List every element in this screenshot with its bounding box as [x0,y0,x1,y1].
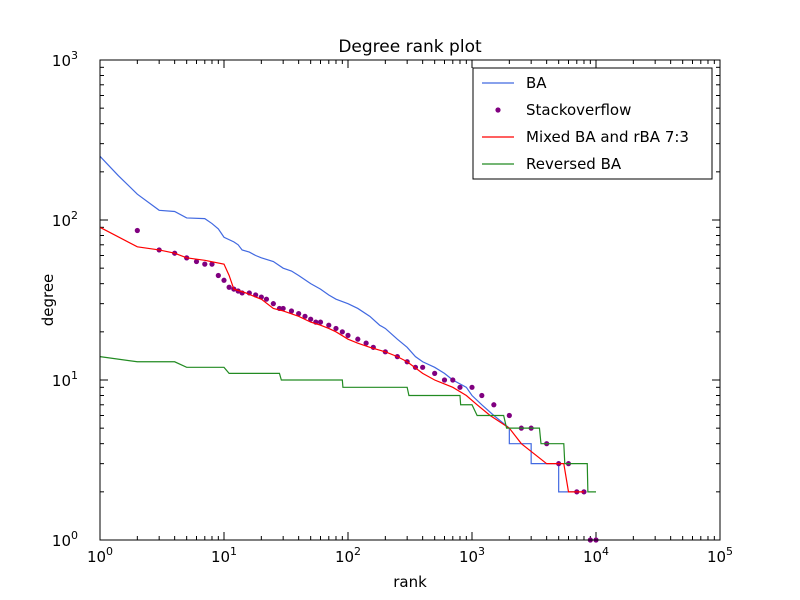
x-tick-label: 104 [583,545,609,566]
data-point-stackoverflow [420,364,426,370]
x-tick-label: 100 [87,545,113,566]
data-point-stackoverflow [491,402,497,408]
data-point-stackoverflow [345,332,351,338]
x-tick-label: 103 [459,545,485,566]
data-point-stackoverflow [469,384,475,390]
data-point-stackoverflow [302,313,308,319]
data-point-stackoverflow [317,319,324,325]
chart-title: Degree rank plot [338,37,482,57]
series-line-reversed-ba [99,356,596,493]
data-point-stackoverflow [432,370,438,376]
x-tick-label: 105 [707,545,733,566]
data-point-stackoverflow [450,377,456,383]
legend-label-ba: BA [526,74,547,92]
data-point-stackoverflow [193,258,200,265]
y-tick-label: 100 [52,529,78,550]
data-point-stackoverflow [355,336,361,342]
data-point-stackoverflow [215,272,221,279]
data-point-stackoverflow [280,305,286,312]
y-tick-label: 102 [52,209,78,230]
data-point-stackoverflow [308,316,314,322]
data-point-stackoverflow [270,301,276,307]
data-point-stackoverflow [288,308,295,314]
legend-swatch-stackoverflow [495,107,501,113]
data-point-stackoverflow [296,311,302,317]
data-point-stackoverflow [226,284,232,290]
legend-label-reversed-ba: Reversed BA [526,155,622,173]
data-point-stackoverflow [441,377,448,383]
data-point-stackoverflow [263,296,270,302]
x-tick-label: 102 [335,545,361,566]
y-axis-label: degree [39,274,57,327]
legend-box [472,67,713,180]
x-axis-label: rank [393,573,427,591]
data-point-stackoverflow [506,412,512,419]
plot-series [99,155,599,543]
data-point-stackoverflow [339,329,345,335]
legend-label-stackoverflow: Stackoverflow [526,101,631,119]
series-line-ba [99,155,577,493]
axis-ticks: 100 101 102 103 104 105 100 101 102 103 [52,49,733,566]
plot-frame [99,59,721,541]
legend-label-mixed-ba-and-rba-7-3: Mixed BA and rBA 7:3 [526,128,689,146]
data-point-stackoverflow [209,261,215,267]
x-tick-label: 101 [211,545,237,566]
y-tick-label: 103 [52,49,78,70]
data-point-stackoverflow [134,227,140,234]
y-tick-label: 101 [52,369,78,390]
data-point-stackoverflow [221,277,227,283]
data-point-stackoverflow [202,261,208,267]
data-point-stackoverflow [363,340,369,346]
legend: BA Stackoverflow Mixed BA and rBA 7:3 Rever… [472,67,713,180]
data-point-stackoverflow [333,325,339,332]
data-point-stackoverflow [479,392,485,399]
data-point-stackoverflow [326,322,332,328]
data-point-stackoverflow [457,384,463,390]
